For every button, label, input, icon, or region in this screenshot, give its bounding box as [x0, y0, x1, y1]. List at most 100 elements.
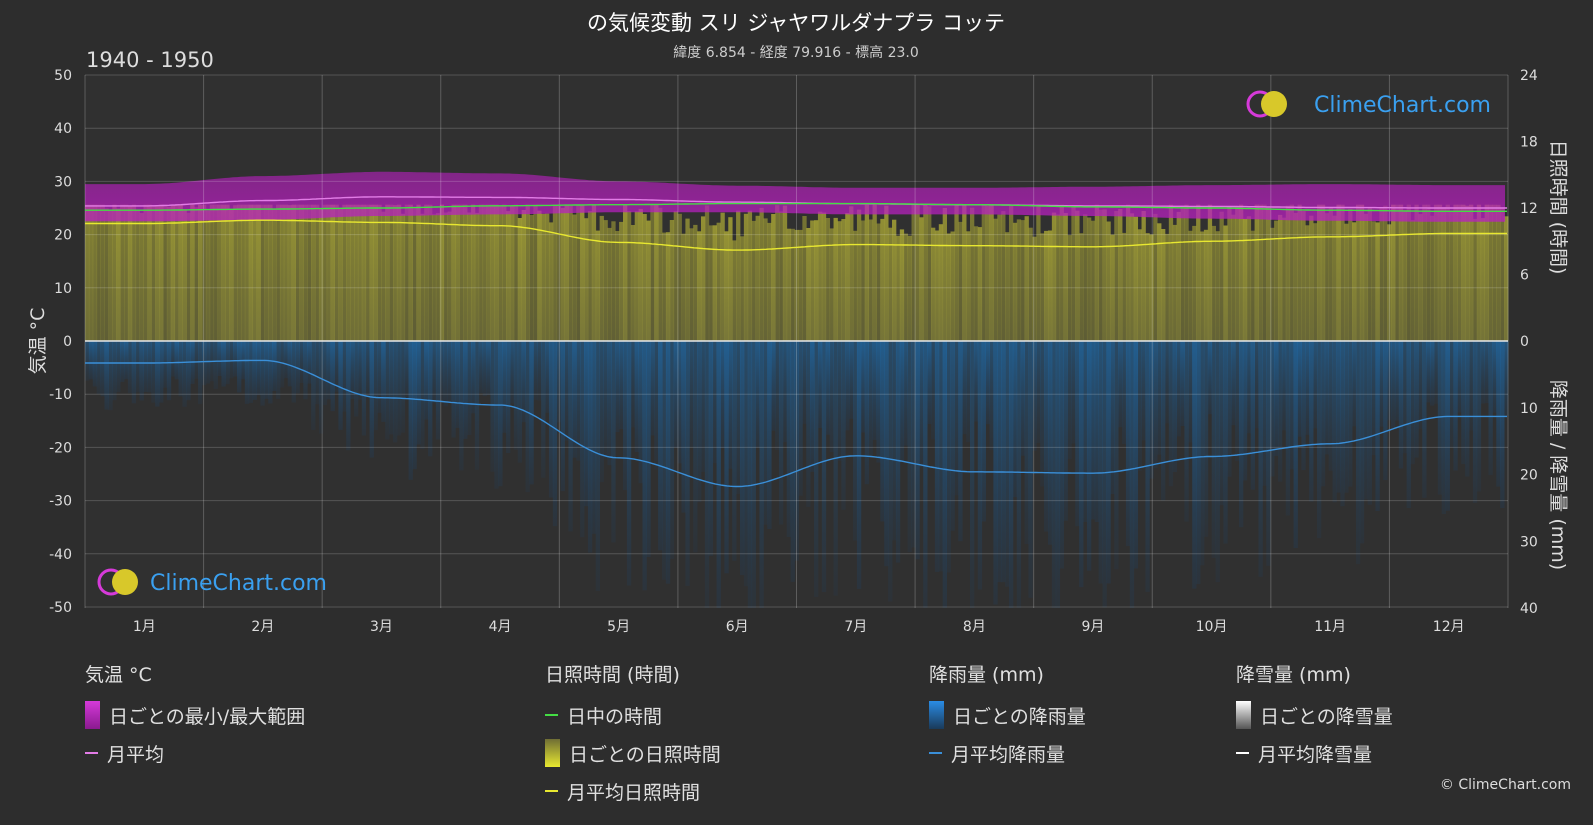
- legend-item: 日中の時間: [545, 696, 721, 734]
- rain-bar: [630, 341, 636, 428]
- rain-bar: [416, 341, 421, 445]
- rain-bar: [541, 341, 546, 478]
- sunshine-bar: [1457, 204, 1462, 341]
- sunshine-bar: [147, 204, 152, 341]
- sunshine-bar: [455, 204, 460, 341]
- rain-bar: [626, 341, 632, 586]
- rain-bar: [1348, 341, 1353, 487]
- rain-bar: [658, 341, 663, 551]
- rain-bar: [1301, 341, 1306, 471]
- sunshine-bar: [346, 204, 351, 341]
- sunshine-bar: [1355, 204, 1361, 341]
- rain-bar: [1352, 341, 1357, 427]
- sunshine-bar: [1125, 204, 1131, 341]
- sunshine-bar: [1305, 225, 1310, 341]
- sunshine-bar: [533, 204, 538, 341]
- rain-bar: [1332, 341, 1337, 503]
- month-tick-label: 10月: [1196, 619, 1228, 635]
- sunshine-bar: [720, 212, 725, 341]
- month-tick-label: 7月: [844, 619, 867, 635]
- sunshine-bar: [502, 204, 507, 341]
- sunshine-bar: [264, 204, 269, 341]
- sunshine-bar: [1044, 230, 1049, 341]
- sunshine-bar: [431, 214, 437, 341]
- sunshine-bar: [732, 240, 737, 341]
- rain-bar: [1469, 341, 1474, 431]
- legend-item: 月平均降雪量: [1236, 734, 1393, 772]
- sunshine-bar: [174, 204, 179, 341]
- sunshine-bar: [802, 216, 807, 341]
- sunshine-bar: [1200, 231, 1205, 341]
- rain-bar: [1274, 341, 1279, 456]
- rain-bar: [693, 341, 698, 553]
- sunshine-bar: [396, 204, 402, 341]
- rain-bar: [755, 341, 760, 448]
- rain-bar: [299, 341, 304, 383]
- sunshine-bar: [1172, 224, 1178, 341]
- sunshine-bar: [790, 228, 795, 341]
- sunshine-bar: [584, 218, 589, 341]
- rain-bar: [962, 341, 967, 435]
- rain-bar: [1192, 341, 1197, 589]
- sunshine-bar: [1122, 232, 1127, 341]
- rain-bar: [1016, 341, 1022, 608]
- rain-bar: [225, 341, 230, 385]
- sunshine-bar: [1090, 220, 1096, 341]
- rain-bar: [1258, 341, 1263, 577]
- sunshine-bar: [420, 213, 425, 341]
- sunshine-bar: [868, 219, 873, 341]
- rain-bar: [248, 341, 254, 403]
- rain-bar: [1242, 341, 1248, 481]
- rain-bar: [923, 341, 928, 608]
- rain-bar: [1067, 341, 1072, 460]
- rain-bar: [268, 341, 273, 404]
- sunshine-bar: [315, 204, 320, 341]
- rain-bar: [1383, 341, 1388, 481]
- sunshine-bar: [155, 205, 160, 341]
- sunshine-bar: [1219, 211, 1224, 341]
- rain-bar: [443, 341, 448, 407]
- sunshine-bar: [892, 219, 897, 341]
- rain-bar: [428, 341, 433, 457]
- sunshine-bar: [1192, 225, 1197, 341]
- sunshine-bar: [864, 204, 870, 341]
- legend-item-label: 日ごとの降雪量: [1260, 705, 1393, 728]
- sunshine-bar: [728, 217, 733, 341]
- sunshine-bar: [1465, 205, 1470, 341]
- sunshine-bar: [303, 204, 308, 341]
- sunshine-bar: [654, 204, 659, 341]
- rain-bar: [1270, 341, 1275, 477]
- sunshine-bar: [1285, 205, 1291, 341]
- sunshine-bar: [194, 207, 199, 341]
- sunshine-bar: [1168, 204, 1174, 341]
- rain-bar: [1246, 341, 1252, 434]
- sunshine-bar: [1164, 233, 1170, 341]
- legend-item-label: 月平均降雨量: [951, 743, 1066, 766]
- sunshine-bar: [1336, 204, 1341, 341]
- rain-bar: [135, 341, 140, 393]
- sunshine-bar: [509, 205, 515, 341]
- rain-bar: [1090, 341, 1096, 520]
- sunshine-bar: [1028, 227, 1033, 341]
- sunshine-bar: [1316, 204, 1322, 341]
- sunshine-bar: [837, 221, 842, 341]
- sunshine-bar: [841, 219, 846, 341]
- rain-bar: [1219, 341, 1224, 506]
- rain-bar: [732, 341, 737, 561]
- rain-bar: [506, 341, 511, 453]
- sunshine-bar: [1242, 218, 1248, 341]
- sunshine-bar: [85, 204, 90, 341]
- rain-bar: [1227, 341, 1232, 477]
- rain-bar: [782, 341, 788, 443]
- sunshine-bar: [1324, 213, 1330, 341]
- rain-bar: [1114, 341, 1119, 570]
- rain-bar: [1488, 341, 1493, 476]
- sunshine-bar: [412, 208, 417, 341]
- sunshine-bar: [814, 220, 819, 341]
- sunshine-bar: [1320, 204, 1326, 341]
- rain-bar: [1040, 341, 1045, 487]
- legend-item: 月平均日照時間: [545, 772, 721, 810]
- temp-avg-swatch: [85, 752, 98, 754]
- rain-bar: [1433, 341, 1439, 404]
- rain-bar: [108, 341, 113, 411]
